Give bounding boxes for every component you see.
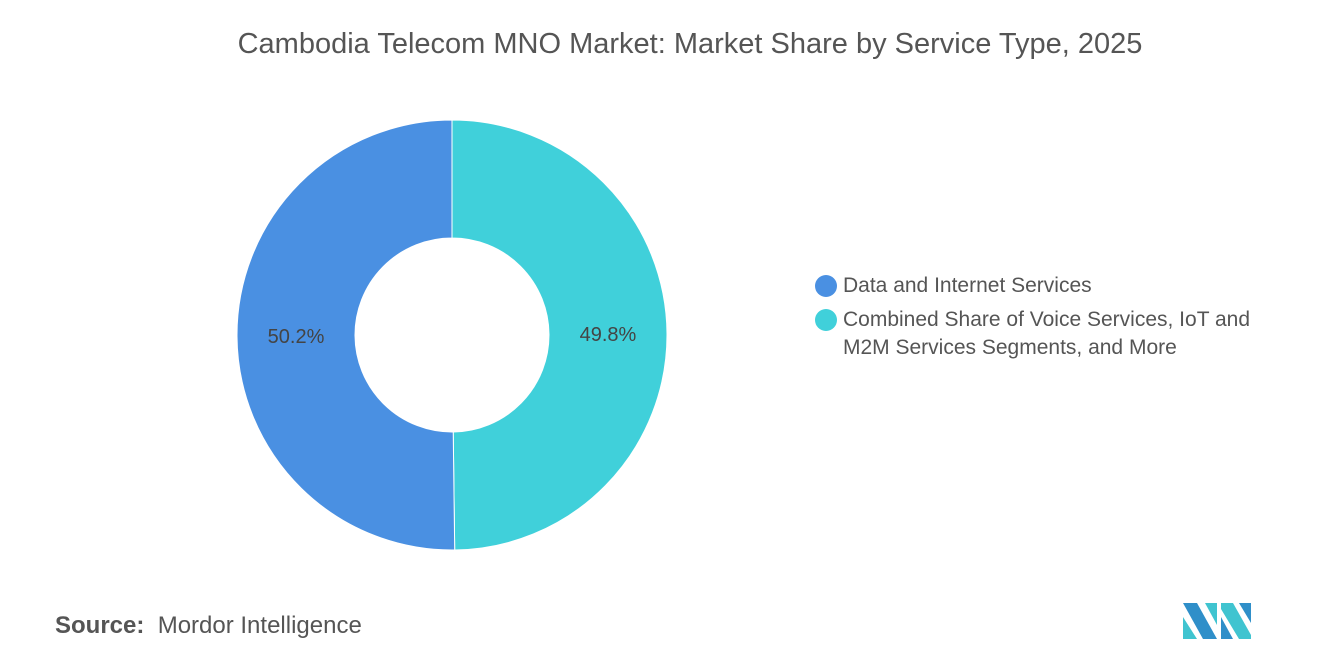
legend-swatch: [815, 309, 837, 331]
legend-label: Combined Share of Voice Services, IoT an…: [843, 308, 1251, 359]
source-value: Mordor Intelligence: [157, 612, 362, 639]
legend-item-combined: Combined Share of Voice Services, IoT an…: [815, 306, 1285, 362]
donut-slice: [451, 119, 668, 551]
legend-swatch: [815, 275, 837, 297]
legend-item-data-internet: Data and Internet Services: [815, 272, 1285, 300]
legend: Data and Internet Services Combined Shar…: [815, 272, 1285, 368]
legend-label: Data and Internet Services: [843, 274, 1092, 297]
donut-slice: [236, 119, 456, 551]
data-label: 50.2%: [268, 326, 325, 348]
source: Source: Mordor Intelligence: [55, 612, 362, 640]
data-label: 49.8%: [580, 324, 637, 346]
chart-title: Cambodia Telecom MNO Market: Market Shar…: [237, 28, 1143, 60]
mordor-logo: [1183, 603, 1251, 639]
source-label: Source:: [55, 612, 145, 639]
